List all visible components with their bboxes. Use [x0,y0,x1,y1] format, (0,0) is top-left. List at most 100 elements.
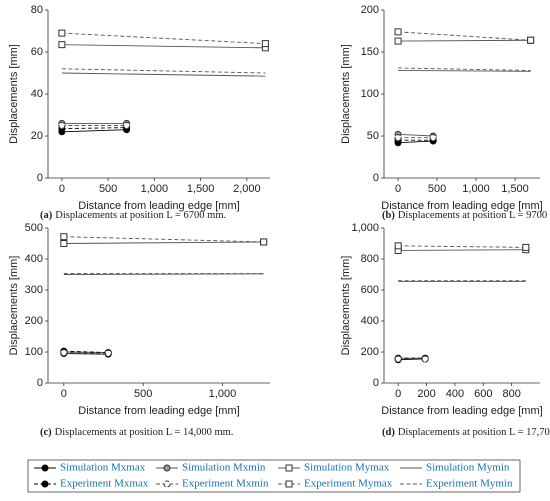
y-tick-label: 600 [361,284,379,296]
legend-marker [285,480,293,488]
series-line [63,351,109,354]
y-tick-label: 0 [37,172,43,184]
x-tick-label: 400 [446,388,464,400]
series-line [61,129,127,133]
series-line [398,31,531,41]
y-tick-label: 20 [31,130,43,142]
series-line [398,133,434,137]
marker [58,41,66,49]
legend-label: Simulation Mxmax [60,462,146,474]
caption-text: Displacements at position L = 6700 mm. [55,210,226,221]
x-axis-label: Distance from leading edge [mm] [78,200,239,212]
legend-marker [41,464,49,472]
x-tick-label: 1,500 [501,183,529,195]
caption: (d)Displacements at position L = 17,700 … [382,427,550,438]
legend-label: Simulation Mymax [304,462,390,474]
y-tick-label: 60 [31,46,43,58]
marker [58,122,66,129]
marker [58,29,66,37]
y-tick-label: 200 [361,4,379,16]
y-tick-label: 800 [361,253,379,265]
marker [123,122,131,129]
x-tick-label: 500 [428,183,446,195]
caption-text: Displacements at position L = 9700 mm. [398,210,550,221]
marker [394,134,402,142]
y-tick-label: 500 [25,222,43,234]
marker [104,349,112,357]
marker [421,355,429,363]
legend-marker [163,464,171,472]
legend-label: Experiment Mymin [426,478,513,490]
legend-label: Experiment Mxmin [182,478,269,490]
x-tick-label: 0 [395,388,401,400]
marker [522,243,530,251]
caption-label: (d) [382,427,395,438]
series-line [61,127,127,130]
legend-label: Experiment Mymax [304,478,393,490]
x-tick-label: 1,500 [187,183,215,195]
y-axis-label: Displacements [mm] [8,256,20,356]
series-line [61,68,266,74]
y-tick-label: 0 [373,172,379,184]
marker [60,233,68,241]
x-tick-label: 0 [61,388,67,400]
series-line [63,352,109,354]
legend-label: Simulation Mymin [426,462,510,474]
y-tick-label: 0 [373,377,379,389]
caption-label: (a) [40,210,53,221]
marker [429,134,437,142]
y-axis-label: Displacements [mm] [8,44,20,144]
y-tick-label: 50 [367,130,379,142]
legend-marker [41,480,49,488]
series-line [398,39,531,42]
y-tick-label: 300 [25,284,43,296]
x-tick-label: 0 [395,183,401,195]
caption-label: (b) [382,210,395,221]
legend-marker [285,464,293,472]
x-axis-label: Distance from leading edge [mm] [381,200,542,212]
y-tick-label: 400 [361,315,379,327]
series-line [61,72,266,77]
marker [60,349,68,357]
series-line [63,236,264,243]
caption: (a) Displacements at position L = 6700 mm… [40,210,226,221]
marker [260,238,268,246]
y-tick-label: 100 [361,88,379,100]
legend-label: Simulation Mxmin [182,462,266,474]
series-line [61,32,266,45]
legend-marker [163,480,171,488]
x-tick-label: 0 [59,183,65,195]
caption-text: Displacements at position L = 17,700 mm. [398,427,550,438]
series-line [63,241,264,244]
caption: (c) Displacements at position L = 14,000 … [40,427,233,438]
marker [261,40,269,48]
series-line [63,353,109,355]
series-line [398,67,531,71]
y-tick-label: 150 [361,46,379,58]
y-tick-label: 0 [37,377,43,389]
caption-label: (c) [40,427,52,438]
y-axis-label: Displacements [mm] [340,256,352,356]
y-tick-label: 400 [25,253,43,265]
x-tick-label: 600 [474,388,492,400]
marker [527,36,535,44]
x-tick-label: 2,000 [233,183,261,195]
caption-text: Displacements at position L = 14,000 mm. [55,427,234,438]
x-tick-label: 800 [502,388,520,400]
caption: (b)Displacements at position L = 9700 mm… [382,210,550,221]
legend-box [27,459,521,493]
marker [394,37,402,45]
series-line [398,249,526,251]
series-line [63,350,109,354]
x-tick-label: 1,000 [462,183,490,195]
y-tick-label: 40 [31,88,43,100]
marker [394,355,402,363]
series-line [61,44,266,49]
y-tick-label: 200 [361,346,379,358]
x-tick-label: 200 [417,388,435,400]
y-axis-label: Displacements [mm] [340,44,352,144]
x-tick-label: 500 [134,388,152,400]
legend-label: Experiment Mxmax [60,478,149,490]
y-tick-label: 80 [31,4,43,16]
